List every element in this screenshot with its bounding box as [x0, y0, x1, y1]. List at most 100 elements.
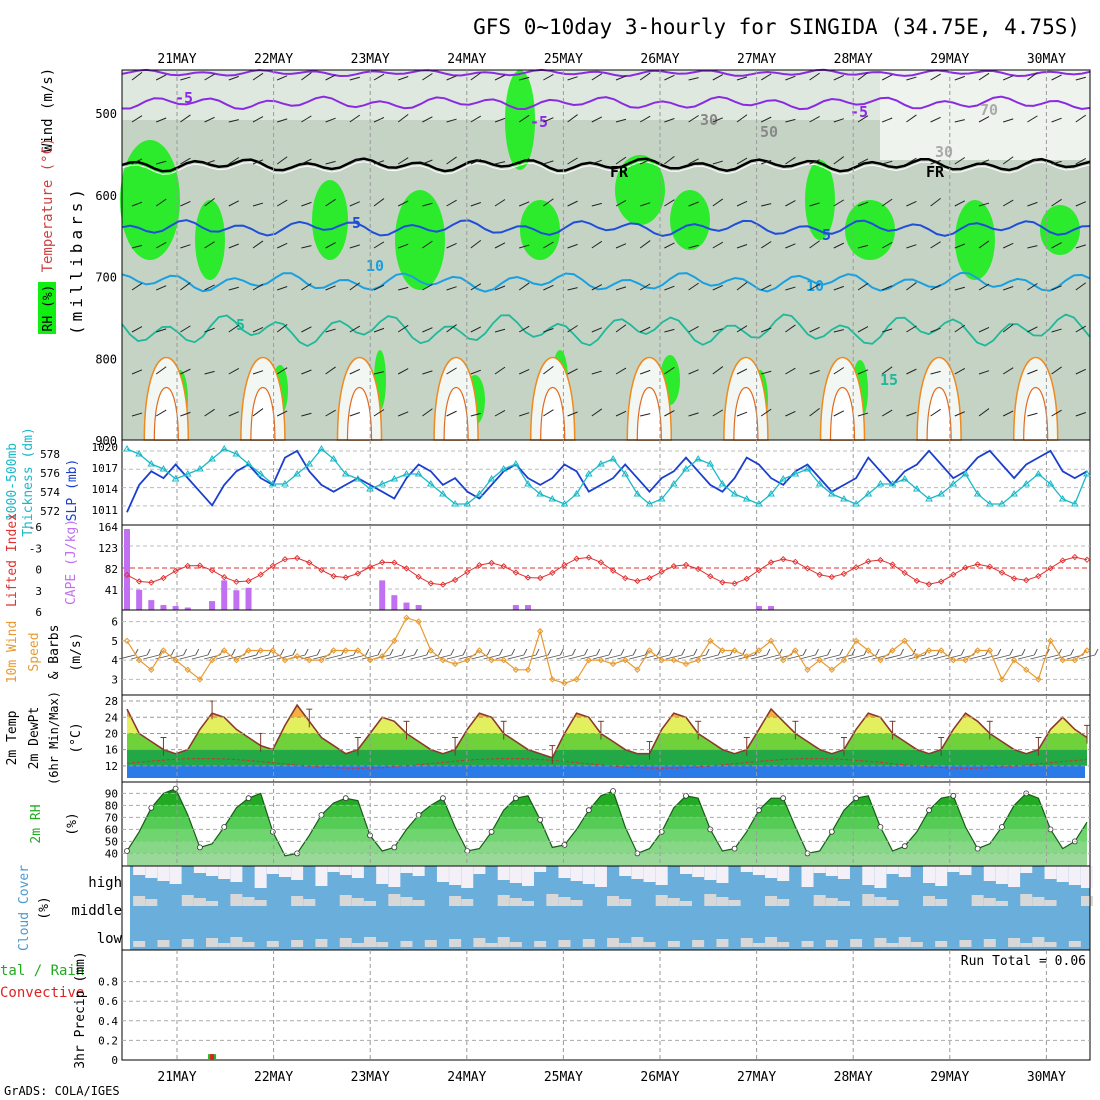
high-cloud-block: [1044, 866, 1057, 879]
wind-barb: [276, 323, 288, 333]
lifted-index-marker: [622, 575, 629, 582]
thickness-marker: [511, 460, 520, 467]
wind-barb: [857, 412, 869, 417]
wind-barb-10m: [604, 654, 622, 660]
precip-panel: Run Total = 0.06 0.8 0.6 0.4 0.2 0 tal / Rain C…: [0, 949, 1091, 1069]
wind-barb: [1051, 328, 1062, 333]
lifted-index-marker: [913, 577, 921, 584]
wind-barb: [809, 407, 820, 417]
wind-barb: [688, 77, 699, 81]
hot-column: [829, 387, 856, 441]
wind-barb: [204, 116, 215, 123]
wind-speed-marker: [901, 637, 908, 645]
thickness-marker: [730, 490, 739, 497]
low-cloud-block: [400, 941, 413, 947]
mid-cloud-block: [874, 897, 887, 906]
wind-barb: [688, 282, 699, 291]
lifted-index-marker: [877, 556, 884, 564]
wind-barb: [639, 240, 651, 249]
high-cloud-block: [619, 866, 632, 876]
wind-barb: [1051, 285, 1062, 291]
lifted-index-marker: [597, 559, 605, 566]
wind-barb-10m: [568, 654, 585, 660]
high-cloud-block: [1056, 866, 1069, 882]
mid-cloud-block: [145, 899, 158, 906]
lifted-index-marker: [962, 564, 969, 571]
wind-barb: [325, 285, 336, 291]
wind-barb: [155, 198, 167, 207]
thickness-marker: [135, 450, 144, 457]
high-cloud-block: [266, 866, 279, 874]
wind-speed-marker: [464, 656, 471, 664]
wind-barb: [664, 242, 675, 249]
rh-marker: [124, 848, 130, 854]
wind-barb: [422, 327, 433, 333]
wind-barb: [857, 71, 869, 81]
wind-barb-10m: [981, 654, 998, 660]
wind-speed-marker: [719, 647, 726, 654]
wind-barb: [1051, 409, 1062, 417]
wind-speed-marker: [135, 656, 143, 664]
low-cloud-block: [1008, 938, 1021, 947]
lifted-index-marker: [549, 569, 556, 577]
wind-barb: [325, 328, 336, 333]
wind-barb: [131, 115, 143, 123]
wind-speed-marker: [172, 656, 179, 664]
lifted-index-marker: [403, 565, 410, 572]
wind-barb: [349, 201, 360, 207]
wind-barb-10m: [264, 654, 281, 660]
low-cloud-block: [534, 941, 547, 947]
wind-barb-10m: [422, 654, 439, 660]
wind-barb: [591, 73, 603, 81]
wind-barb: [809, 159, 820, 165]
wind-barb: [131, 201, 143, 207]
wind-barb: [930, 370, 941, 375]
wind-speed-marker: [184, 666, 191, 673]
lifted-index-marker: [938, 578, 945, 585]
rh-band: [127, 853, 1087, 866]
wind-barb: [881, 241, 893, 249]
wind-barb: [736, 76, 748, 81]
wind-barb: [131, 282, 143, 291]
wind-barb: [156, 328, 167, 333]
wind-speed-marker: [1023, 666, 1030, 673]
wind-speed-marker: [852, 637, 860, 645]
high-cloud-block: [655, 866, 668, 885]
high-cloud-block: [461, 866, 474, 888]
mid-cloud-block: [607, 896, 620, 906]
temp-contour-10: [121, 271, 1091, 293]
wind-barb: [567, 243, 578, 249]
low-cloud-block: [825, 940, 838, 947]
mid-cloud-block: [497, 895, 510, 906]
mid-cloud-block: [449, 896, 462, 906]
wind-barb: [228, 367, 240, 375]
wind-barb-flag: [365, 648, 370, 656]
wind-barb: [1075, 114, 1087, 123]
wind-barb: [180, 368, 191, 375]
high-cloud-block: [643, 866, 656, 882]
wind-barb: [349, 325, 361, 333]
lifted-index-marker: [391, 559, 398, 566]
thickness-tick: 572: [40, 505, 60, 518]
thickness-marker: [645, 500, 654, 507]
thickness-marker: [779, 475, 788, 482]
wind-speed-marker: [767, 637, 775, 645]
wind-barb: [325, 409, 336, 417]
wind-barb: [688, 244, 699, 249]
wind-barb-flag: [875, 648, 880, 656]
wind-speed-marker: [293, 653, 301, 660]
wind-barb: [519, 244, 530, 249]
lifted-index-marker: [998, 569, 1006, 576]
wind-barb: [470, 283, 482, 291]
lifted-index-marker: [537, 574, 544, 582]
wind-speed-marker: [707, 637, 714, 645]
low-cloud-block: [983, 939, 996, 947]
wind-speed-marker: [427, 647, 435, 654]
low-cloud-block: [485, 943, 498, 947]
wind-barb-10m: [216, 654, 233, 660]
wind-barb: [422, 370, 433, 375]
wind-barb: [228, 324, 240, 333]
lifted-index-marker: [646, 574, 653, 582]
wind-speed-marker: [476, 647, 483, 654]
low-cloud-block: [181, 939, 194, 947]
